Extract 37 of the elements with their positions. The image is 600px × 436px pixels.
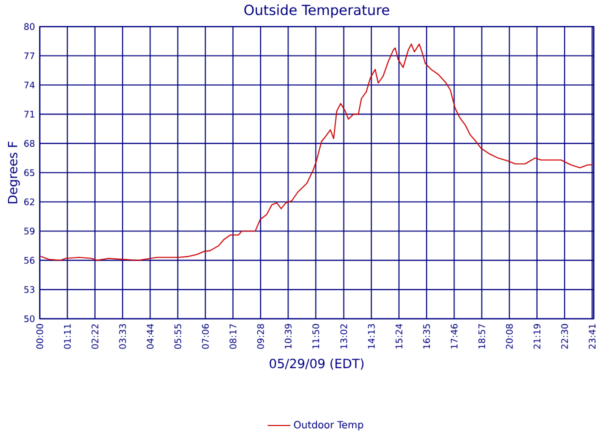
chart-title: Outside Temperature bbox=[244, 4, 390, 18]
x-tick-label: 22:30 bbox=[561, 324, 568, 349]
x-tick-label: 03:33 bbox=[119, 324, 126, 350]
x-tick-label: 01:11 bbox=[64, 324, 71, 350]
y-tick-label: 77 bbox=[24, 52, 34, 60]
x-tick-label: 09:28 bbox=[257, 324, 264, 350]
x-tick-label: 23:41 bbox=[588, 324, 596, 349]
x-tick-label: 05:55 bbox=[174, 324, 182, 350]
x-tick-label: 20:08 bbox=[506, 324, 513, 349]
x-tick-label: 14:13 bbox=[368, 324, 375, 349]
legend-label: Outdoor Temp bbox=[294, 420, 364, 431]
y-tick-label: 53 bbox=[24, 286, 34, 294]
x-tick-label: 02:22 bbox=[92, 324, 98, 350]
x-tick-label: 13:02 bbox=[340, 324, 348, 349]
x-tick-label: 18:57 bbox=[478, 324, 486, 349]
y-tick-label: 74 bbox=[24, 82, 35, 88]
y-tick-label: 62 bbox=[24, 198, 34, 206]
y-tick-label: 65 bbox=[24, 169, 34, 176]
y-axis-title: Degrees F bbox=[8, 142, 20, 204]
y-tick-label: 50 bbox=[24, 316, 34, 322]
x-tick-label: 08:17 bbox=[230, 324, 236, 350]
x-tick-label: 21:19 bbox=[534, 324, 540, 349]
y-tick-label: 68 bbox=[24, 140, 34, 148]
x-tick-label: 11:50 bbox=[312, 324, 320, 349]
x-tick-label: 17:46 bbox=[450, 324, 458, 349]
x-tick-label: 15:24 bbox=[396, 324, 402, 349]
x-tick-label: 16:35 bbox=[423, 324, 430, 349]
line-series bbox=[40, 44, 594, 262]
x-tick-label: 07:06 bbox=[202, 324, 209, 350]
x-axis-title: 05/29/09 (EDT) bbox=[270, 358, 364, 370]
x-tick-label: 04:44 bbox=[146, 324, 154, 350]
y-tick-label: 80 bbox=[24, 23, 34, 30]
y-tick-label: 71 bbox=[24, 111, 34, 118]
x-tick-label: 10:39 bbox=[284, 324, 292, 349]
x-tick-label: 00:00 bbox=[36, 324, 44, 350]
y-tick-label: 56 bbox=[24, 257, 35, 264]
y-tick-label: 59 bbox=[24, 228, 34, 235]
